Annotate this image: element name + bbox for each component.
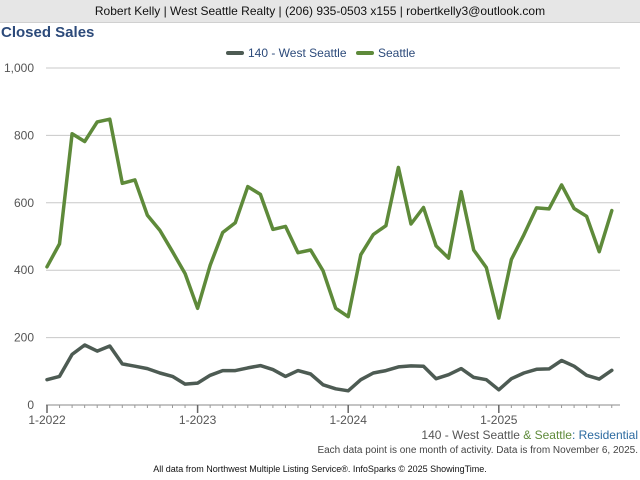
y-tick-label: 1,000	[4, 61, 34, 75]
series-line-140-west-seattle	[45, 343, 614, 393]
data-source: All data from Northwest Multiple Listing…	[153, 464, 487, 474]
footer-seattle: & Seattle	[523, 428, 572, 442]
series-footer-label: 140 - West Seattle & Seattle: Residentia…	[421, 428, 638, 442]
series-line-seattle	[45, 117, 614, 320]
y-tick-label: 800	[14, 128, 34, 142]
legend-label: Seattle	[378, 46, 416, 60]
y-tick-label: 200	[14, 331, 34, 345]
chart-title: Closed Sales	[1, 24, 95, 41]
contact-header: Robert Kelly | West Seattle Realty | (20…	[0, 0, 640, 23]
x-tick-label: 1-2024	[330, 413, 368, 427]
data-note: Each data point is one month of activity…	[317, 445, 638, 456]
y-tick-label: 400	[14, 263, 34, 277]
x-tick-label: 1-2022	[28, 413, 66, 427]
footer-west-seattle: 140 - West Seattle	[421, 428, 520, 442]
legend-label: 140 - West Seattle	[248, 46, 347, 60]
x-tick-label: 1-2025	[480, 413, 518, 427]
y-tick-label: 600	[14, 196, 34, 210]
y-tick-label: 0	[27, 398, 34, 412]
x-tick-label: 1-2023	[179, 413, 217, 427]
footer-residential: : Residential	[571, 428, 638, 442]
